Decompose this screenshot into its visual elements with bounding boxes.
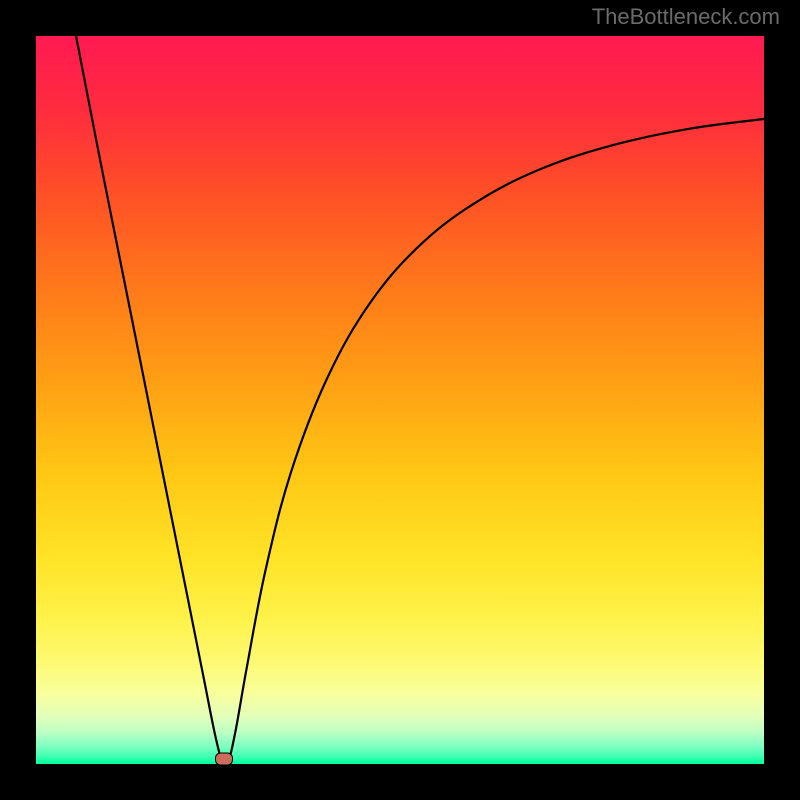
- chart-container: TheBottleneck.com: [0, 0, 800, 800]
- minimum-marker: [215, 752, 233, 765]
- bottleneck-curve: [36, 36, 764, 764]
- watermark-text: TheBottleneck.com: [592, 4, 780, 30]
